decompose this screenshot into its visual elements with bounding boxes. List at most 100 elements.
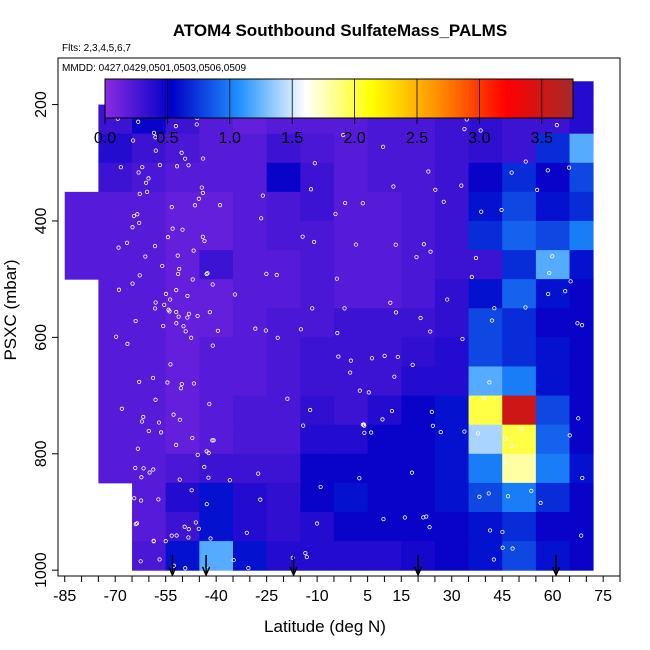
x-tick-label: 45: [493, 588, 511, 605]
sample-point: [441, 199, 446, 204]
sample-point: [202, 464, 207, 470]
heatmap-cell: [502, 133, 537, 164]
colorbar-tick-label: 3.5: [531, 130, 553, 147]
heatmap-cell: [98, 279, 133, 309]
heatmap-cell: [502, 220, 537, 251]
sample-point: [174, 164, 180, 169]
sample-point: [545, 168, 550, 173]
sample-point: [227, 478, 232, 483]
heatmap-cell: [401, 424, 436, 455]
sample-point: [195, 452, 200, 457]
heatmap-cell: [266, 395, 301, 426]
y-tick-label: 600: [33, 324, 50, 351]
y-axis: 200 400 600 800 1000: [33, 91, 58, 588]
sample-point: [132, 496, 137, 501]
sample-point: [554, 123, 559, 128]
heatmap-cell: [502, 337, 537, 367]
heatmap-cell: [199, 308, 234, 338]
sample-point: [138, 559, 143, 564]
sample-point: [393, 242, 398, 247]
heatmap-cell: [300, 453, 335, 484]
sample-point: [161, 323, 166, 329]
heatmap-cell: [333, 279, 369, 309]
sample-point: [130, 138, 136, 143]
heatmap-cell: [199, 366, 234, 397]
heatmap-cell: [199, 279, 234, 309]
heatmap-cell: [98, 133, 133, 164]
heatmap-cell: [401, 453, 436, 484]
heatmap-cell: [266, 482, 301, 513]
heatmap-cell: [434, 453, 470, 484]
heatmap-cell: [232, 482, 268, 513]
sample-point: [462, 429, 467, 434]
sample-point: [433, 187, 438, 192]
sample-point: [421, 515, 426, 520]
heatmap-cell: [165, 366, 200, 397]
x-tick-label: -25: [255, 588, 278, 605]
heatmap-cell: [535, 308, 571, 338]
sample-point: [211, 438, 216, 443]
heatmap-cell: [434, 395, 470, 426]
sample-point: [357, 476, 362, 481]
sample-point: [475, 431, 481, 436]
y-axis-label: PSXC (mbar): [1, 259, 20, 360]
x-axis-label: Latitude (deg N): [264, 617, 386, 636]
heatmap-cell: [535, 541, 571, 571]
heatmap: [64, 81, 594, 571]
sample-point: [298, 327, 303, 332]
x-tick-label: -55: [154, 588, 177, 605]
heatmap-cell: [367, 424, 402, 455]
heatmap-cell: [266, 453, 301, 484]
sample-point: [258, 497, 263, 502]
sample-point: [462, 126, 467, 132]
sample-point: [217, 203, 223, 208]
heatmap-cell: [401, 482, 436, 513]
sample-point: [204, 271, 209, 277]
heatmap-cell: [535, 133, 571, 164]
sample-point: [567, 433, 572, 438]
heatmap-cell: [569, 395, 594, 426]
sample-point: [168, 297, 173, 302]
heatmap-cell: [132, 337, 167, 367]
sample-point: [144, 189, 150, 194]
x-tick-label: -85: [53, 588, 76, 605]
heatmap-cell: [165, 395, 200, 426]
sample-point: [308, 187, 314, 192]
sample-point: [504, 460, 509, 465]
sample-point: [304, 554, 309, 560]
heatmap-cell: [98, 250, 133, 280]
heatmap-cell: [232, 424, 268, 455]
colorbar-tick-label: 1.0: [219, 130, 241, 147]
heatmap-cell: [468, 308, 503, 338]
sample-point: [210, 282, 215, 287]
heatmap-cell: [132, 133, 167, 164]
sample-point: [163, 539, 168, 544]
plot-frame: [57, 57, 621, 577]
heatmap-cell: [401, 250, 436, 280]
heatmap-cell: [569, 541, 594, 571]
sample-point: [389, 408, 395, 414]
sample-point: [206, 475, 211, 480]
arrow-head: [413, 566, 423, 577]
heatmap-cell: [300, 366, 335, 397]
heatmap-cell: [569, 279, 594, 309]
heatmap-cell: [569, 308, 594, 338]
heatmap-cell: [300, 220, 335, 251]
x-tick-label: 75: [594, 588, 612, 605]
sample-point: [183, 329, 188, 334]
heatmap-cell: [367, 482, 402, 513]
sample-point: [244, 530, 249, 535]
sample-point: [503, 436, 508, 441]
sample-point: [160, 263, 165, 269]
sample-point: [380, 417, 385, 422]
heatmap-cell: [165, 424, 200, 455]
heatmap-cell: [434, 511, 470, 542]
heatmap-cell: [132, 511, 167, 542]
sample-point: [151, 130, 157, 135]
sample-point: [186, 535, 191, 540]
sample-point: [207, 310, 212, 315]
heatmap-cell: [199, 482, 234, 513]
heatmap-cell: [98, 220, 133, 251]
heatmap-cell: [367, 541, 402, 571]
sample-point: [136, 119, 141, 124]
